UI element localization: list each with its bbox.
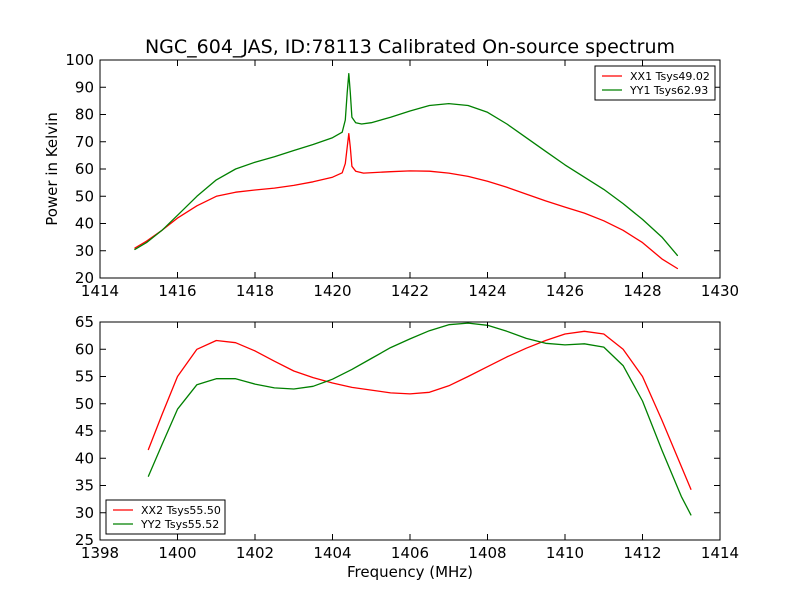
bottom-series-line-2 (147, 322, 692, 516)
bottom-x-tick-label: 1400 (158, 544, 196, 562)
top-y-tick-label: 60 (75, 160, 94, 178)
top-x-tick-label: 1422 (391, 282, 429, 300)
bottom-series-line-1 (147, 330, 692, 490)
bottom-x-tick-label: 1406 (391, 544, 429, 562)
top-panel: 1414 1416 1418 1420 1422 1424 1426 1428 1430 20 30… (65, 51, 739, 300)
top-y-axis-label: Power in Kelvin (43, 112, 61, 226)
top-y-tick-label: 70 (75, 133, 94, 151)
top-x-tick-label: 1420 (313, 282, 351, 300)
top-x-tick-label: 1424 (468, 282, 506, 300)
bottom-legend-label-2: YY2 Tsys55.52 (140, 518, 219, 531)
bottom-y-tick-label: 50 (75, 395, 94, 413)
top-legend-box (594, 65, 716, 101)
bottom-x-axis-label: Frequency (MHz) (347, 563, 473, 581)
bottom-legend-box (105, 499, 226, 535)
bottom-y-tick-label: 45 (75, 422, 94, 440)
top-x-tick-label: 1430 (701, 282, 739, 300)
top-x-tick-label: 1426 (546, 282, 584, 300)
top-x-tick-label: 1414 (81, 282, 119, 300)
bottom-x-tick-label: 1414 (701, 544, 739, 562)
top-series-line-1 (134, 132, 679, 270)
chart-title: NGC_604_JAS, ID:78113 Calibrated On-sour… (145, 36, 675, 58)
bottom-y-tick-label: 55 (75, 368, 94, 386)
bottom-legend-label-1: XX2 Tsys55.50 (141, 504, 221, 517)
bottom-x-tick-label: 1412 (623, 544, 661, 562)
bottom-x-tick-label: 1404 (313, 544, 351, 562)
bottom-y-tick-label: 30 (75, 504, 94, 522)
bottom-panel: 1398 1400 1402 1404 1406 1408 1410 1412 1414 25 30… (75, 313, 739, 562)
top-y-tick-label: 50 (75, 187, 94, 205)
top-y-tick-label: 20 (75, 269, 94, 287)
bottom-x-tick-label: 1402 (236, 544, 274, 562)
top-y-tick-label: 90 (75, 78, 94, 96)
bottom-y-tick-label: 25 (75, 531, 94, 549)
bottom-y-tick-label: 60 (75, 340, 94, 358)
bottom-x-tick-label: 1408 (468, 544, 506, 562)
top-y-tick-label: 80 (75, 106, 94, 124)
top-legend-label-1: XX1 Tsys49.02 (630, 70, 710, 83)
bottom-y-tick-label: 35 (75, 477, 94, 495)
bottom-x-tick-label: 1410 (546, 544, 584, 562)
top-y-tick-label: 100 (65, 51, 94, 69)
bottom-x-tick-label: 1398 (81, 544, 119, 562)
bottom-y-tick-label: 40 (75, 449, 94, 467)
top-legend-label-2: YY1 Tsys62.93 (629, 84, 708, 97)
top-x-tick-label: 1418 (236, 282, 274, 300)
top-x-tick-label: 1428 (623, 282, 661, 300)
bottom-y-tick-label: 65 (75, 313, 94, 331)
top-x-tick-label: 1416 (158, 282, 196, 300)
top-series-line-2 (134, 72, 679, 257)
top-y-tick-label: 30 (75, 242, 94, 260)
top-y-tick-label: 40 (75, 215, 94, 233)
